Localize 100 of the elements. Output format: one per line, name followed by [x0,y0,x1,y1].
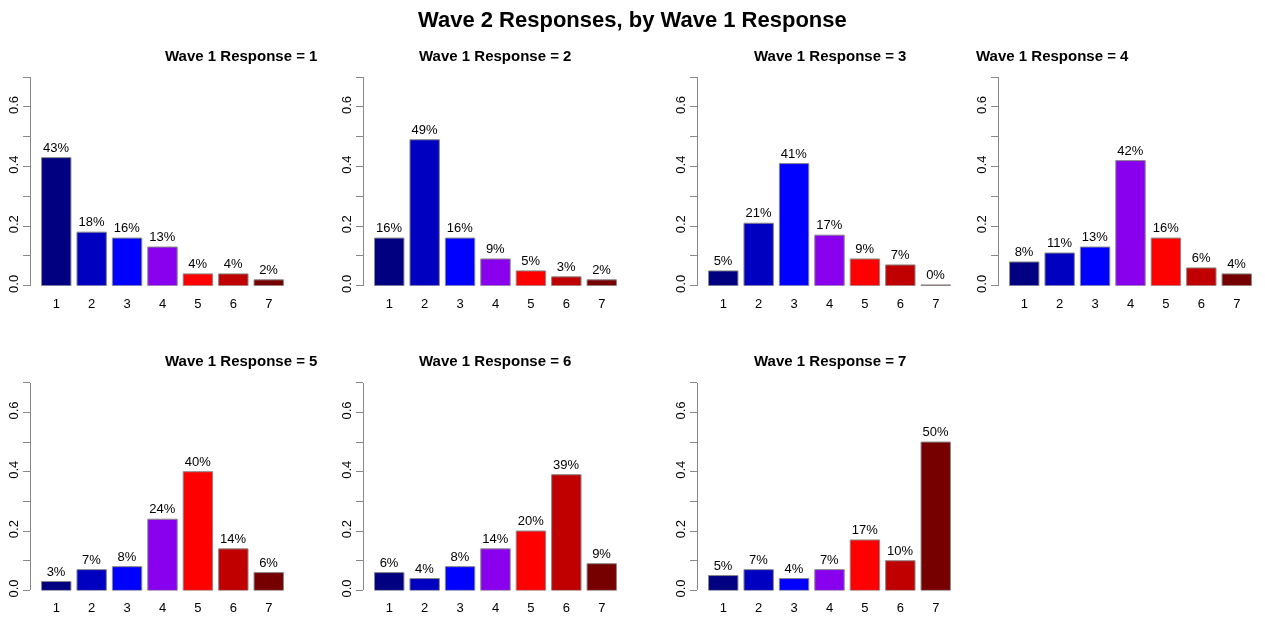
bar [885,560,916,591]
y-tick-label: 0.0 [5,274,21,293]
data-label: 18% [78,214,105,230]
y-tick-label: 0.6 [672,401,688,420]
data-label: 5% [713,557,733,573]
x-tick-label: 7 [598,600,606,616]
bar [885,264,916,286]
data-label: 7% [82,551,102,567]
data-label: 16% [1152,220,1180,236]
x-tick-label: 7 [932,295,940,311]
x-tick-label: 7 [265,600,273,616]
bar [41,157,72,286]
y-tick-label: 0.6 [5,401,21,420]
y-tick-label: 0.6 [338,95,354,115]
x-tick-label: 5 [861,600,869,616]
x-tick-label: 1 [385,295,393,311]
data-label: 20% [517,513,545,529]
data-label: 2% [259,261,279,277]
x-tick-label: 2 [755,295,763,311]
bar [76,231,107,286]
bar [1221,273,1252,286]
x-tick-label: 4 [491,295,500,311]
x-tick-label: 2 [421,600,429,616]
chart-title: Wave 1 Response = 2 [419,47,572,64]
data-label: 5% [521,252,541,268]
data-label: 39% [553,456,580,472]
x-tick-label: 4 [158,600,167,616]
bar [480,258,511,286]
x-tick-label: 4 [825,295,834,311]
x-tick-label: 5 [527,295,535,311]
bar [1186,267,1217,286]
y-tick-label: 0.4 [973,155,989,174]
x-tick-label: 6 [896,295,904,311]
bar [743,569,774,591]
x-tick-label: 6 [562,600,570,616]
bar [76,569,107,591]
chart-title: Wave 1 Response = 7 [754,352,907,369]
y-tick-label: 0.2 [5,215,21,234]
bar [778,163,810,286]
bar [253,279,284,286]
bar [147,246,178,286]
data-label: 4% [188,255,208,271]
data-label: 5% [713,252,733,268]
y-tick-label: 0.0 [338,579,354,598]
y-tick-label: 0.6 [338,401,354,420]
data-label: 17% [851,521,879,537]
data-label: 8% [117,548,137,564]
bar [41,581,72,591]
data-label: 43% [43,139,70,155]
chart-title: Wave 1 Response = 3 [754,47,907,64]
data-label: 14% [220,530,247,546]
data-label: 50% [922,424,949,440]
data-label: 9% [485,240,506,256]
data-label: 9% [592,545,612,561]
bar [920,441,951,591]
bar [515,530,547,591]
chart-title: Wave 1 Response = 6 [419,352,572,369]
y-tick-label: 0.4 [5,155,21,174]
x-tick-label: 6 [562,295,570,311]
data-label: 13% [1081,229,1109,245]
data-label: 13% [149,229,176,245]
y-tick-label: 0.6 [5,95,21,115]
y-tick-label: 0.2 [338,520,354,539]
data-label: 7% [819,551,840,567]
y-tick-label: 0.4 [672,460,688,479]
bar [218,548,249,591]
data-label: 21% [745,205,772,221]
bar [182,273,214,286]
data-label: 3% [556,258,576,274]
data-label: 10% [887,542,914,558]
y-tick-label: 0.4 [672,155,688,174]
data-label: 4% [223,255,243,271]
data-label: 49% [411,121,438,137]
chart-title: Wave 1 Response = 5 [165,352,318,369]
y-tick-label: 0.2 [338,215,354,234]
x-tick-label: 5 [194,295,202,311]
y-tick-label: 0.6 [973,95,989,115]
bar [849,258,881,286]
bar [551,276,582,286]
x-tick-label: 6 [896,600,904,616]
x-tick-label: 2 [755,600,763,616]
data-label: 6% [379,554,399,570]
bar [111,237,143,286]
x-tick-label: 5 [1162,295,1170,311]
bar [814,234,845,286]
x-tick-label: 4 [825,600,834,616]
y-tick-label: 0.0 [338,274,354,293]
x-tick-label: 2 [1056,295,1064,311]
x-tick-label: 3 [123,600,131,616]
x-tick-label: 2 [88,295,96,311]
y-tick-label: 0.0 [672,274,688,293]
x-tick-label: 6 [229,295,237,311]
data-label: 6% [1191,249,1211,265]
x-tick-label: 3 [456,295,464,311]
x-tick-label: 1 [719,600,727,616]
bar [374,237,405,286]
x-tick-label: 1 [719,295,727,311]
text: Wave 2 Responses, by Wave 1 Response [418,7,847,32]
bar [586,563,617,591]
data-label: 2% [592,261,612,277]
